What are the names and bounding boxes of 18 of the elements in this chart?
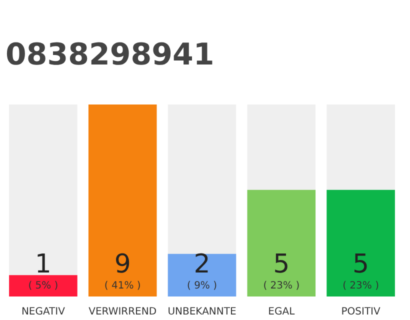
bar <box>168 254 236 296</box>
data-label: 2 <box>194 250 210 280</box>
annotation: ( 9% ) <box>186 280 218 292</box>
data-label: 5 <box>273 250 290 280</box>
annotation: ( 23% ) <box>342 280 380 292</box>
annotation: ( 23% ) <box>263 280 300 292</box>
x-tick-label: NEGATIV <box>21 306 66 318</box>
data-label: 5 <box>352 250 370 280</box>
chart-title: 0838298941 <box>6 38 214 72</box>
data-label: 9 <box>114 250 131 280</box>
bar <box>9 275 78 296</box>
x-tick-label: EGAL <box>268 306 296 318</box>
annotation: ( 5% ) <box>28 280 58 292</box>
x-tick-label: POSITIV <box>341 306 381 318</box>
data-label: 1 <box>34 250 52 280</box>
x-tick-label: UNBEKANNTE <box>168 306 236 318</box>
x-tick-label: VERWIRREND <box>88 306 157 318</box>
annotation: ( 41% ) <box>104 280 141 292</box>
